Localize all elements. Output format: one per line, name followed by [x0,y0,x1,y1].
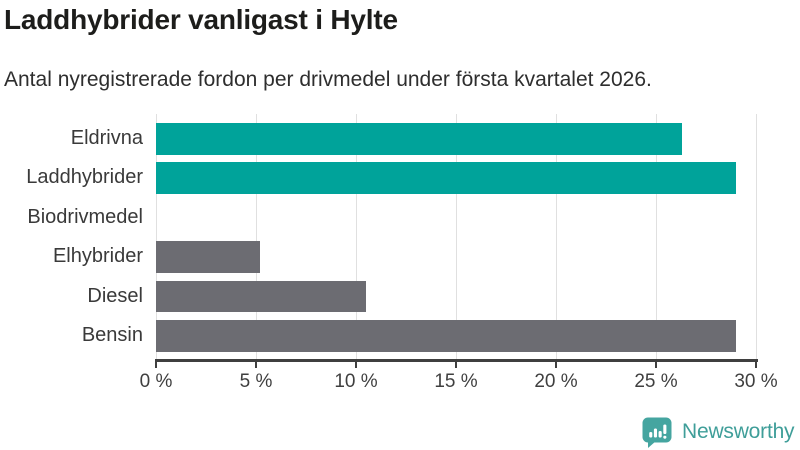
tick-label-15: 15 % [434,371,478,392]
gridline-10 [355,114,357,360]
category-label-diesel: Diesel [87,284,143,307]
chart-title: Laddhybrider vanligast i Hylte [4,4,398,35]
axis-tick-10 [355,361,357,368]
bar-bensin [156,320,736,352]
newsworthy-logo-text: Newsworthy [682,420,795,443]
tick-label-20: 20 % [534,371,578,392]
axis-tick-25 [655,361,657,368]
axis-tick-30 [755,361,757,368]
tick-label-10: 10 % [334,371,378,392]
x-axis-line [155,359,758,362]
chart-subtitle: Antal nyregistrerade fordon per drivmede… [4,68,652,91]
gridline-25 [655,114,657,360]
plot-area [155,114,757,360]
tick-label-30: 30 % [734,371,778,392]
gridline-20 [555,114,557,360]
newsworthy-logo: Newsworthy [641,416,795,448]
tick-label-0: 0 % [139,371,173,392]
axis-tick-0 [155,361,157,368]
tick-label-25: 25 % [634,371,678,392]
axis-tick-20 [555,361,557,368]
bar-laddhybrider [156,162,736,194]
gridline-5 [255,114,257,360]
category-label-elhybrider: Elhybrider [52,245,143,268]
gridline-0 [155,114,157,360]
bar-eldrivna [156,123,682,155]
newsworthy-logo-icon [642,417,672,448]
category-labels: Eldrivna Laddhybrider Biodrivmedel Elhybrid… [3,114,143,360]
category-label-laddhybrider: Laddhybrider [26,166,143,189]
category-label-bensin: Bensin [81,324,143,346]
gridline-15 [455,114,457,360]
bar-elhybrider [156,241,260,273]
tick-label-5: 5 % [239,371,273,392]
axis-tick-5 [255,361,257,368]
axis-tick-15 [455,361,457,368]
category-label-eldrivna: Eldrivna [70,127,143,149]
bar-diesel [156,280,366,313]
category-label-biodrivmedel: Biodrivmedel [27,205,143,228]
gridline-30 [755,114,757,360]
